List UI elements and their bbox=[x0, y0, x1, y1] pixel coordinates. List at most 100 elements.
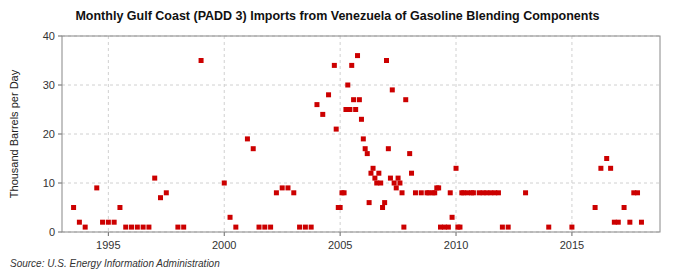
y-tick-label: 40 bbox=[43, 30, 55, 42]
point bbox=[388, 176, 393, 181]
point bbox=[413, 190, 418, 195]
point bbox=[309, 225, 314, 230]
point bbox=[332, 63, 337, 68]
point bbox=[355, 53, 360, 58]
point bbox=[146, 225, 151, 230]
point bbox=[365, 151, 370, 156]
point bbox=[367, 200, 372, 205]
point bbox=[622, 205, 627, 210]
points bbox=[71, 53, 644, 230]
point bbox=[569, 225, 574, 230]
point bbox=[361, 136, 366, 141]
point bbox=[357, 97, 362, 102]
point bbox=[291, 190, 296, 195]
point bbox=[274, 190, 279, 195]
point bbox=[123, 225, 128, 230]
point bbox=[245, 136, 250, 141]
y-tick bbox=[58, 183, 62, 184]
point bbox=[450, 215, 455, 220]
point bbox=[199, 58, 204, 63]
point bbox=[268, 225, 273, 230]
point bbox=[71, 205, 76, 210]
point bbox=[390, 87, 395, 92]
point bbox=[604, 156, 609, 161]
point bbox=[345, 83, 350, 88]
point bbox=[616, 220, 621, 225]
point bbox=[285, 185, 290, 190]
point bbox=[506, 225, 511, 230]
y-tick bbox=[58, 134, 62, 135]
x-tick-label: 2005 bbox=[328, 239, 352, 251]
point bbox=[396, 176, 401, 181]
point bbox=[228, 215, 233, 220]
point bbox=[181, 225, 186, 230]
point bbox=[382, 200, 387, 205]
point bbox=[394, 185, 399, 190]
point bbox=[297, 225, 302, 230]
point bbox=[175, 225, 180, 230]
point bbox=[397, 181, 402, 186]
y-axis-label: Thousand Barrels per Day bbox=[8, 69, 20, 198]
title: Monthly Gulf Coast (PADD 3) Imports from… bbox=[75, 9, 599, 23]
point bbox=[257, 225, 262, 230]
x-grid-line bbox=[340, 36, 341, 232]
point bbox=[403, 97, 408, 102]
x-tick-label: 1995 bbox=[96, 239, 120, 251]
x-tick-label: 2000 bbox=[212, 239, 236, 251]
point bbox=[409, 171, 414, 176]
point bbox=[593, 205, 598, 210]
point bbox=[158, 195, 163, 200]
point bbox=[407, 151, 412, 156]
y-tick bbox=[58, 85, 62, 86]
y-grid-line bbox=[62, 183, 660, 184]
x-grid-line bbox=[456, 36, 457, 232]
point bbox=[314, 102, 319, 107]
point bbox=[471, 190, 476, 195]
point bbox=[164, 190, 169, 195]
point bbox=[368, 171, 373, 176]
point bbox=[639, 220, 644, 225]
point bbox=[135, 225, 140, 230]
point bbox=[376, 171, 381, 176]
point bbox=[446, 225, 451, 230]
y-grid-line bbox=[62, 134, 660, 135]
point bbox=[627, 220, 632, 225]
y-tick bbox=[58, 36, 62, 37]
axes: 01020304019952000200520102015 bbox=[43, 30, 660, 251]
y-tick-label: 30 bbox=[43, 79, 55, 91]
x-tick bbox=[571, 232, 572, 236]
point bbox=[141, 225, 146, 230]
source: Source: U.S. Energy Information Administ… bbox=[10, 258, 220, 269]
point bbox=[635, 190, 640, 195]
point bbox=[457, 225, 462, 230]
point bbox=[400, 190, 405, 195]
x-tick bbox=[224, 232, 225, 236]
point bbox=[378, 181, 383, 186]
point bbox=[546, 225, 551, 230]
point bbox=[94, 185, 99, 190]
point bbox=[106, 220, 111, 225]
point bbox=[598, 166, 603, 171]
point bbox=[326, 92, 331, 97]
point bbox=[129, 225, 134, 230]
x-grid-line bbox=[571, 36, 572, 232]
y-tick bbox=[58, 232, 62, 233]
point bbox=[496, 190, 501, 195]
x-grid-line bbox=[108, 36, 109, 232]
point bbox=[338, 205, 343, 210]
point bbox=[401, 225, 406, 230]
point bbox=[500, 225, 505, 230]
x-tick bbox=[340, 232, 341, 236]
point bbox=[233, 225, 238, 230]
point bbox=[384, 58, 389, 63]
point bbox=[372, 176, 377, 181]
point bbox=[380, 205, 385, 210]
point bbox=[77, 220, 82, 225]
y-grid-line bbox=[62, 85, 660, 86]
point bbox=[112, 220, 117, 225]
x-tick bbox=[456, 232, 457, 236]
point bbox=[303, 225, 308, 230]
point bbox=[353, 107, 358, 112]
point bbox=[100, 220, 105, 225]
plot-frame bbox=[62, 36, 660, 232]
